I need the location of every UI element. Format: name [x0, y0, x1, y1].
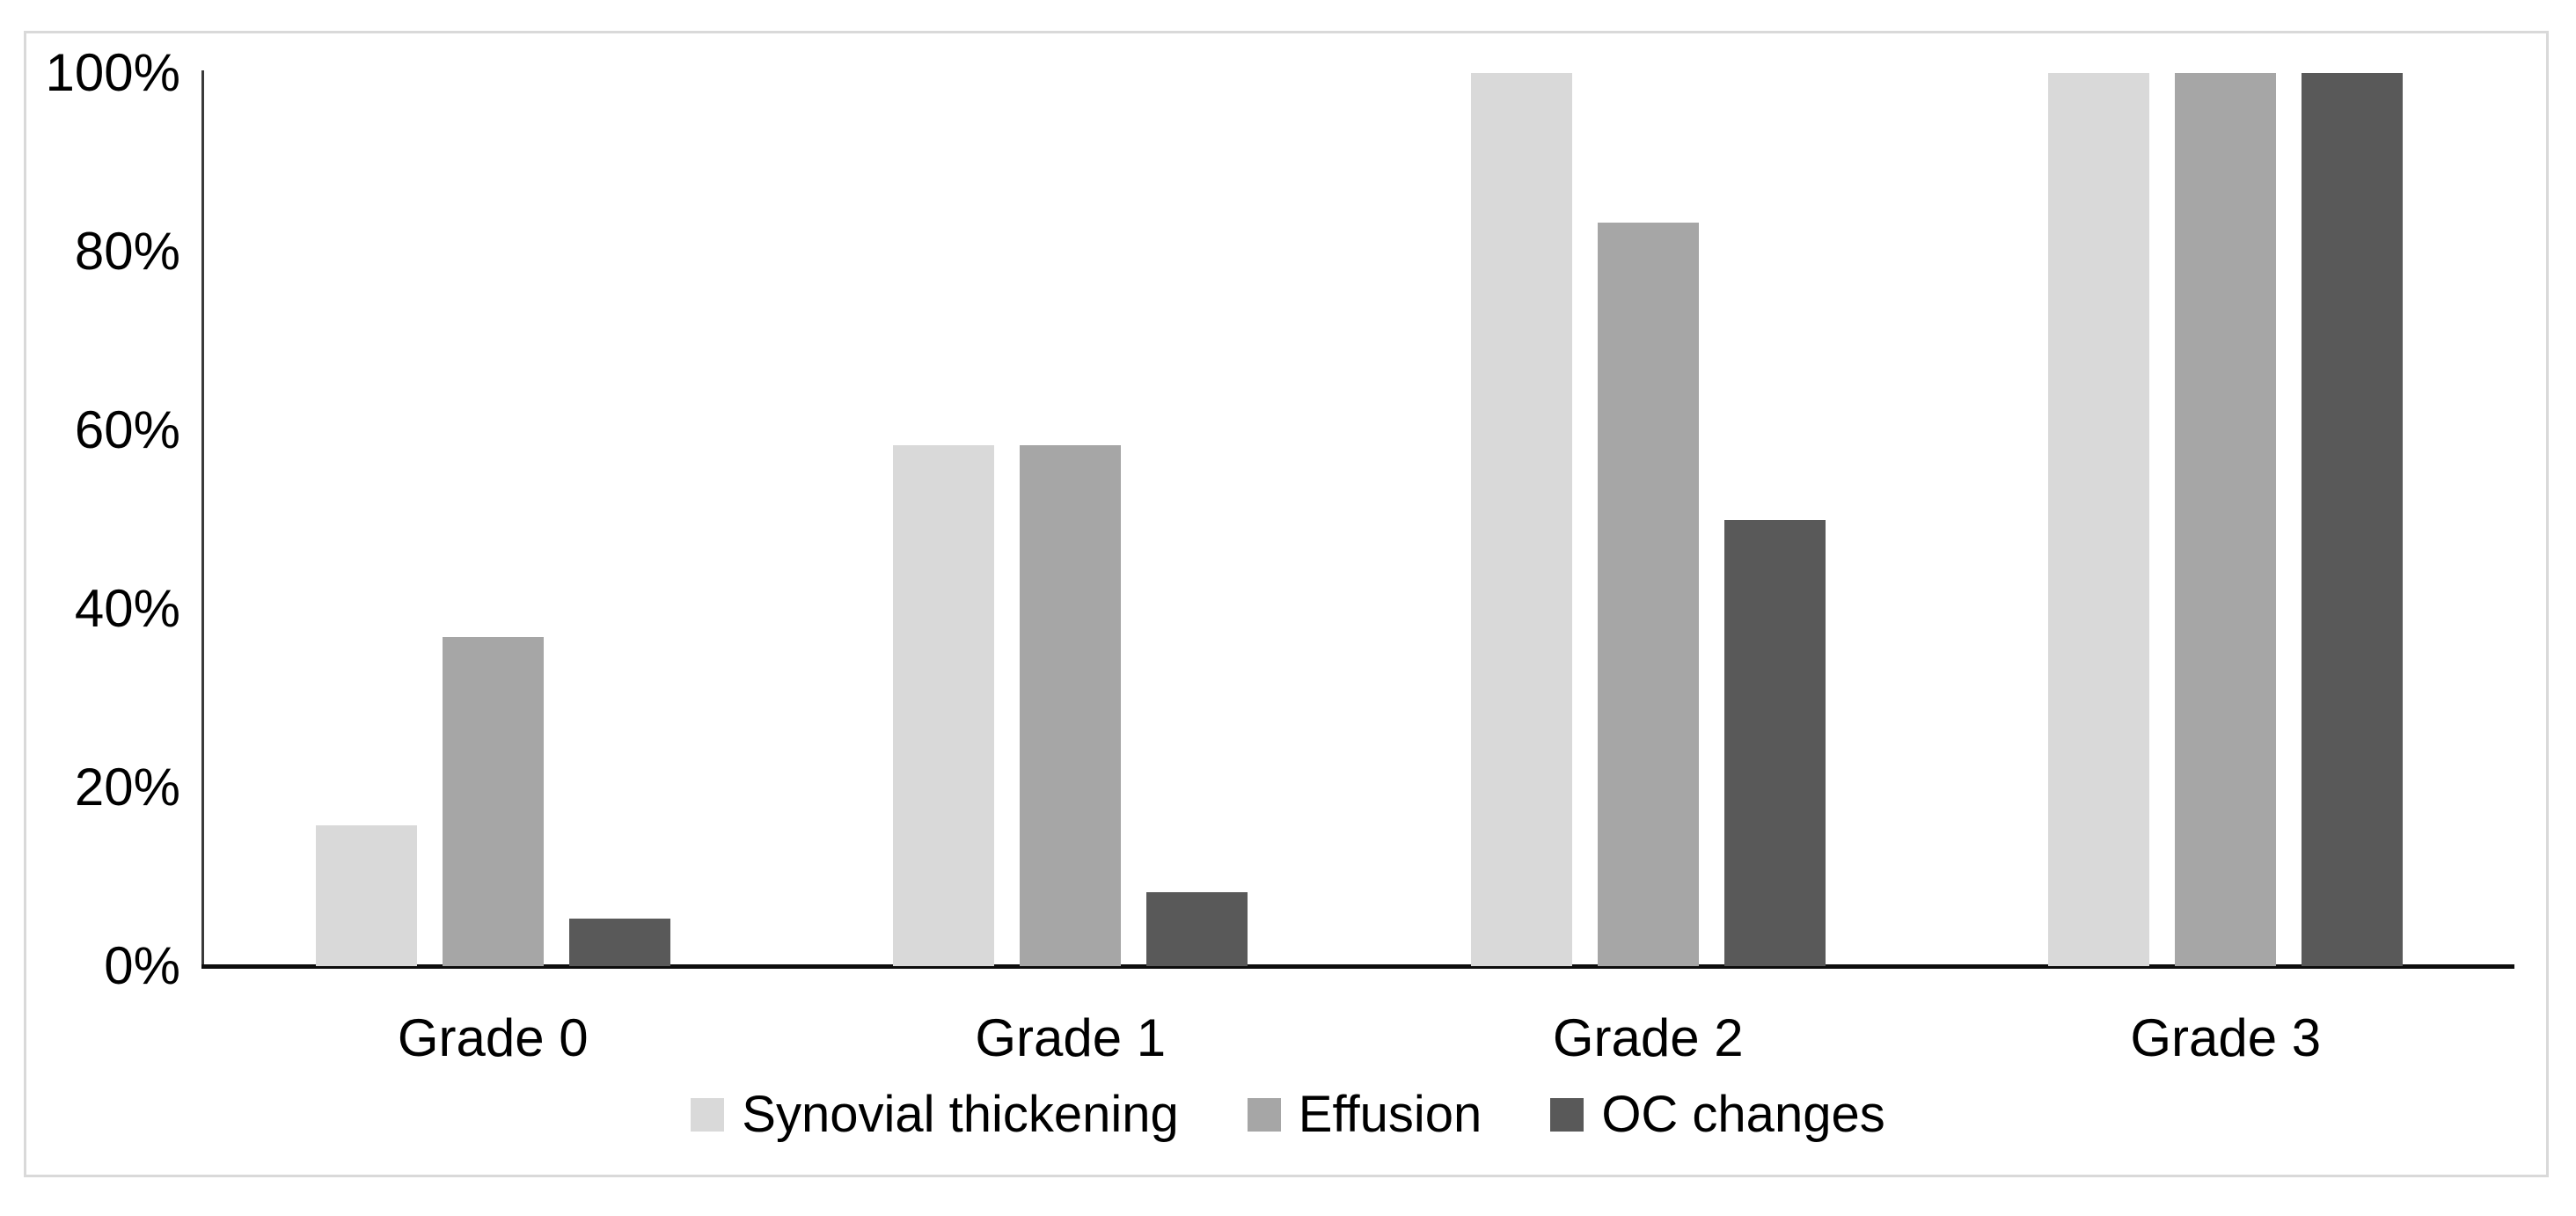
legend: Synovial thickening Effusion OC changes	[0, 1084, 2576, 1146]
bar-group-grade-0	[315, 73, 670, 966]
y-tick-label: 40%	[74, 579, 180, 638]
bar-group-grade-3	[2048, 73, 2404, 966]
legend-label: Synovial thickening	[742, 1086, 1179, 1143]
bar-effusion	[442, 637, 544, 966]
legend-label: Effusion	[1298, 1086, 1482, 1143]
legend-label: OC changes	[1601, 1086, 1885, 1143]
bar-oc-changes	[2302, 73, 2404, 966]
legend-swatch-icon	[691, 1098, 725, 1132]
legend-swatch-icon	[1550, 1098, 1584, 1132]
bar-synovial-thickening	[315, 824, 417, 966]
bar-oc-changes	[1146, 891, 1248, 966]
y-tick-label: 20%	[74, 758, 180, 817]
bar-group-grade-1	[893, 73, 1248, 966]
bar-effusion	[2175, 73, 2277, 966]
bar-group-grade-2	[1470, 73, 1826, 966]
y-tick-label: 0%	[104, 936, 180, 995]
legend-item-effusion: Effusion	[1247, 1084, 1482, 1146]
bar-oc-changes	[568, 919, 670, 966]
bar-effusion	[1020, 445, 1122, 966]
y-tick-label: 60%	[74, 400, 180, 459]
x-axis-line	[201, 964, 2514, 969]
bar-synovial-thickening	[2048, 73, 2150, 966]
y-tick-label: 100%	[45, 43, 180, 102]
legend-swatch-icon	[1247, 1098, 1281, 1132]
category-label: Grade 2	[1552, 1008, 1744, 1067]
bar-synovial-thickening	[893, 445, 995, 966]
y-tick-label: 80%	[74, 222, 180, 281]
category-label: Grade 1	[975, 1008, 1167, 1067]
bar-effusion	[1597, 222, 1699, 966]
legend-item-synovial-thickening: Synovial thickening	[691, 1084, 1179, 1146]
bar-oc-changes	[1723, 519, 1826, 966]
figure-frame	[24, 31, 2549, 1177]
bar-synovial-thickening	[1470, 73, 1572, 966]
category-label: Grade 3	[2130, 1008, 2322, 1067]
category-label: Grade 0	[397, 1008, 589, 1067]
y-axis-line	[201, 70, 204, 966]
legend-item-oc-changes: OC changes	[1550, 1084, 1885, 1146]
